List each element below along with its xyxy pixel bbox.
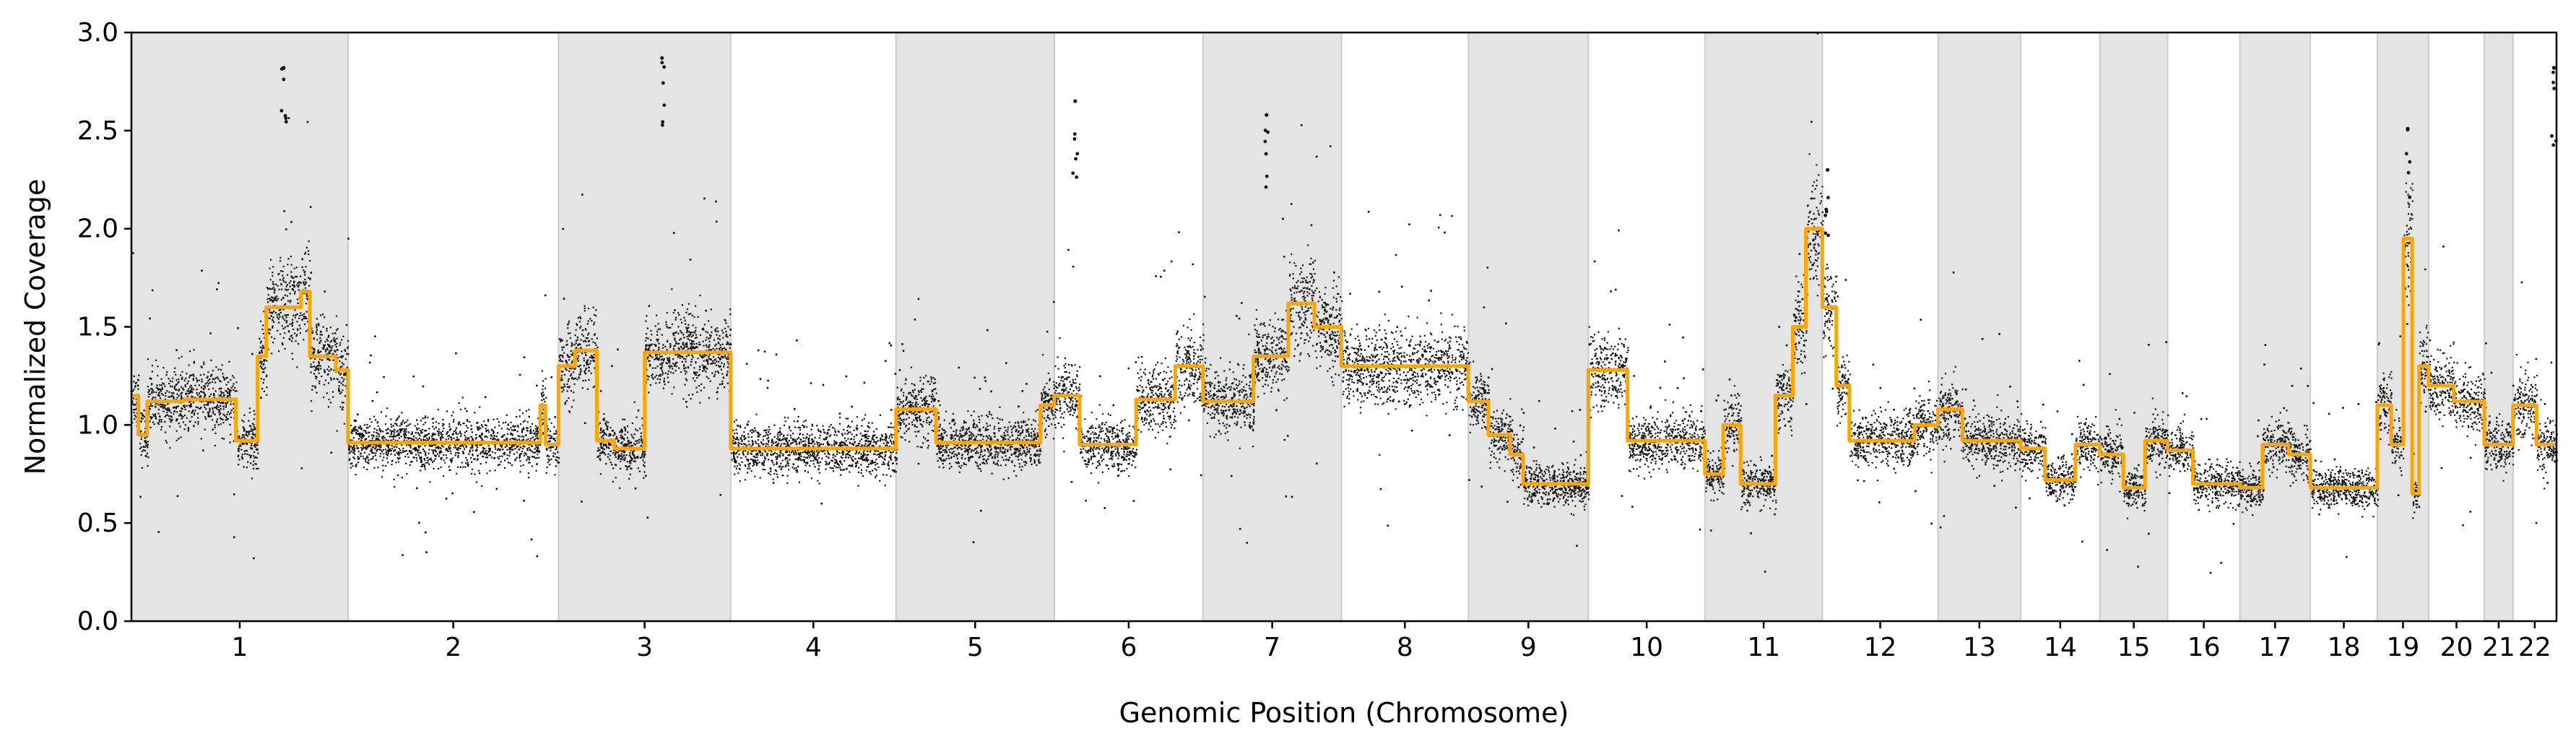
- outlier-point: [283, 113, 287, 118]
- outlier-point: [1823, 213, 1828, 217]
- coverage-points: [131, 33, 2558, 574]
- outlier-point: [284, 120, 288, 124]
- outlier-point: [1075, 175, 1079, 179]
- outlier-point: [660, 123, 664, 127]
- outlier-point: [1074, 157, 1077, 161]
- outlier-point: [1826, 196, 1830, 199]
- x-tick-label-chr17: 17: [2258, 633, 2291, 662]
- x-tick-label-chr20: 20: [2440, 633, 2473, 662]
- y-tick-label: 1.5: [77, 313, 118, 342]
- outlier-point: [1073, 99, 1077, 103]
- outlier-point: [2404, 152, 2408, 156]
- x-tick-label-chr8: 8: [1397, 633, 1413, 662]
- outlier-point: [662, 65, 667, 69]
- outlier-point: [662, 103, 667, 107]
- outlier-point: [1265, 113, 1269, 117]
- y-tick-label: 3.0: [77, 18, 118, 48]
- outlier-point: [1823, 231, 1828, 235]
- outlier-point: [1264, 185, 1268, 189]
- x-tick-label-chr21: 21: [2482, 633, 2515, 662]
- outlier-point: [2551, 70, 2555, 74]
- outlier-point: [1072, 132, 1077, 136]
- x-tick-label-chr18: 18: [2328, 633, 2361, 662]
- outlier-point: [2406, 170, 2411, 175]
- outlier-point: [2550, 134, 2554, 138]
- chromosome-shading: [131, 32, 2514, 622]
- y-tick-label: 0.5: [77, 508, 118, 538]
- x-tick-label-chr7: 7: [1264, 633, 1280, 662]
- x-tick-label-chr16: 16: [2187, 633, 2221, 662]
- y-axis-label: Normalized Coverage: [19, 179, 51, 475]
- outlier-point: [661, 120, 664, 124]
- segment-line: [131, 227, 2557, 495]
- outlier-point: [660, 61, 664, 65]
- segment-line-layer: [131, 227, 2557, 495]
- outlier-point: [1266, 130, 1270, 134]
- outlier-point: [279, 108, 284, 113]
- outlier-point: [1265, 174, 1269, 178]
- x-tick-label-chr12: 12: [1864, 633, 1897, 662]
- outlier-point: [2551, 143, 2556, 147]
- outlier-point: [1263, 129, 1267, 132]
- chromosome-3-shade: [558, 32, 732, 622]
- outlier-point: [1075, 152, 1080, 156]
- x-axis-label: Genomic Position (Chromosome): [1119, 697, 1569, 729]
- x-tick-label-chr3: 3: [636, 633, 653, 662]
- chromosome-15-shade: [2099, 32, 2169, 622]
- outlier-point: [1824, 207, 1829, 212]
- outlier-point: [2408, 195, 2412, 199]
- x-tick-label-chr15: 15: [2117, 633, 2151, 662]
- chromosome-17-shade: [2239, 32, 2312, 622]
- x-tick-label-chr10: 10: [1630, 633, 1663, 662]
- outlier-point: [2408, 160, 2412, 164]
- x-tick-label-chr9: 9: [1520, 633, 1537, 662]
- coverage-points-path: [131, 33, 2558, 574]
- outlier-point: [660, 56, 664, 60]
- x-tick-label-chr2: 2: [445, 633, 461, 662]
- x-tick-label-chr14: 14: [2044, 633, 2077, 662]
- outlier-point: [1826, 233, 1830, 238]
- outlier-point: [2406, 128, 2410, 132]
- x-tick-label-chr13: 13: [1963, 633, 1996, 662]
- x-tick-label-chr19: 19: [2387, 633, 2420, 662]
- chromosome-21-shade: [2484, 32, 2514, 622]
- outlier-point: [282, 77, 286, 82]
- y-tick-label: 2.0: [77, 215, 118, 244]
- x-tick-label-chr1: 1: [232, 633, 248, 662]
- y-tick-label: 0.0: [77, 607, 118, 636]
- y-tick-label: 1.0: [77, 410, 118, 440]
- y-tick-label: 2.5: [77, 116, 118, 146]
- outlier-point: [2551, 80, 2555, 85]
- outlier-point: [1072, 137, 1077, 141]
- outlier-point: [1826, 168, 1830, 172]
- outlier-point: [2552, 87, 2557, 90]
- x-tick-label-chr6: 6: [1120, 633, 1137, 662]
- x-tick-label-chr22: 22: [2518, 633, 2551, 662]
- x-tick-label-chr5: 5: [967, 633, 984, 662]
- outlier-point: [279, 67, 284, 71]
- chromosome-1-shade: [131, 32, 349, 622]
- outlier-point: [2551, 66, 2556, 70]
- outlier-point: [1071, 171, 1075, 176]
- chromosome-5-shade: [895, 32, 1055, 622]
- axes: 0.00.51.01.52.02.53.01 2 3 4 5 6 7 8 9 10 11 12 13 14…: [77, 18, 2558, 662]
- x-tick-label-chr11: 11: [1747, 633, 1780, 662]
- outlier-point: [1263, 139, 1267, 144]
- chromosome-13-shade: [1937, 32, 2022, 622]
- plot-frame: [130, 31, 2558, 623]
- outlier-point: [1264, 152, 1268, 156]
- outlier-point: [661, 81, 665, 85]
- chromosome-9-shade: [1467, 32, 1590, 622]
- x-tick-label-chr4: 4: [805, 633, 822, 662]
